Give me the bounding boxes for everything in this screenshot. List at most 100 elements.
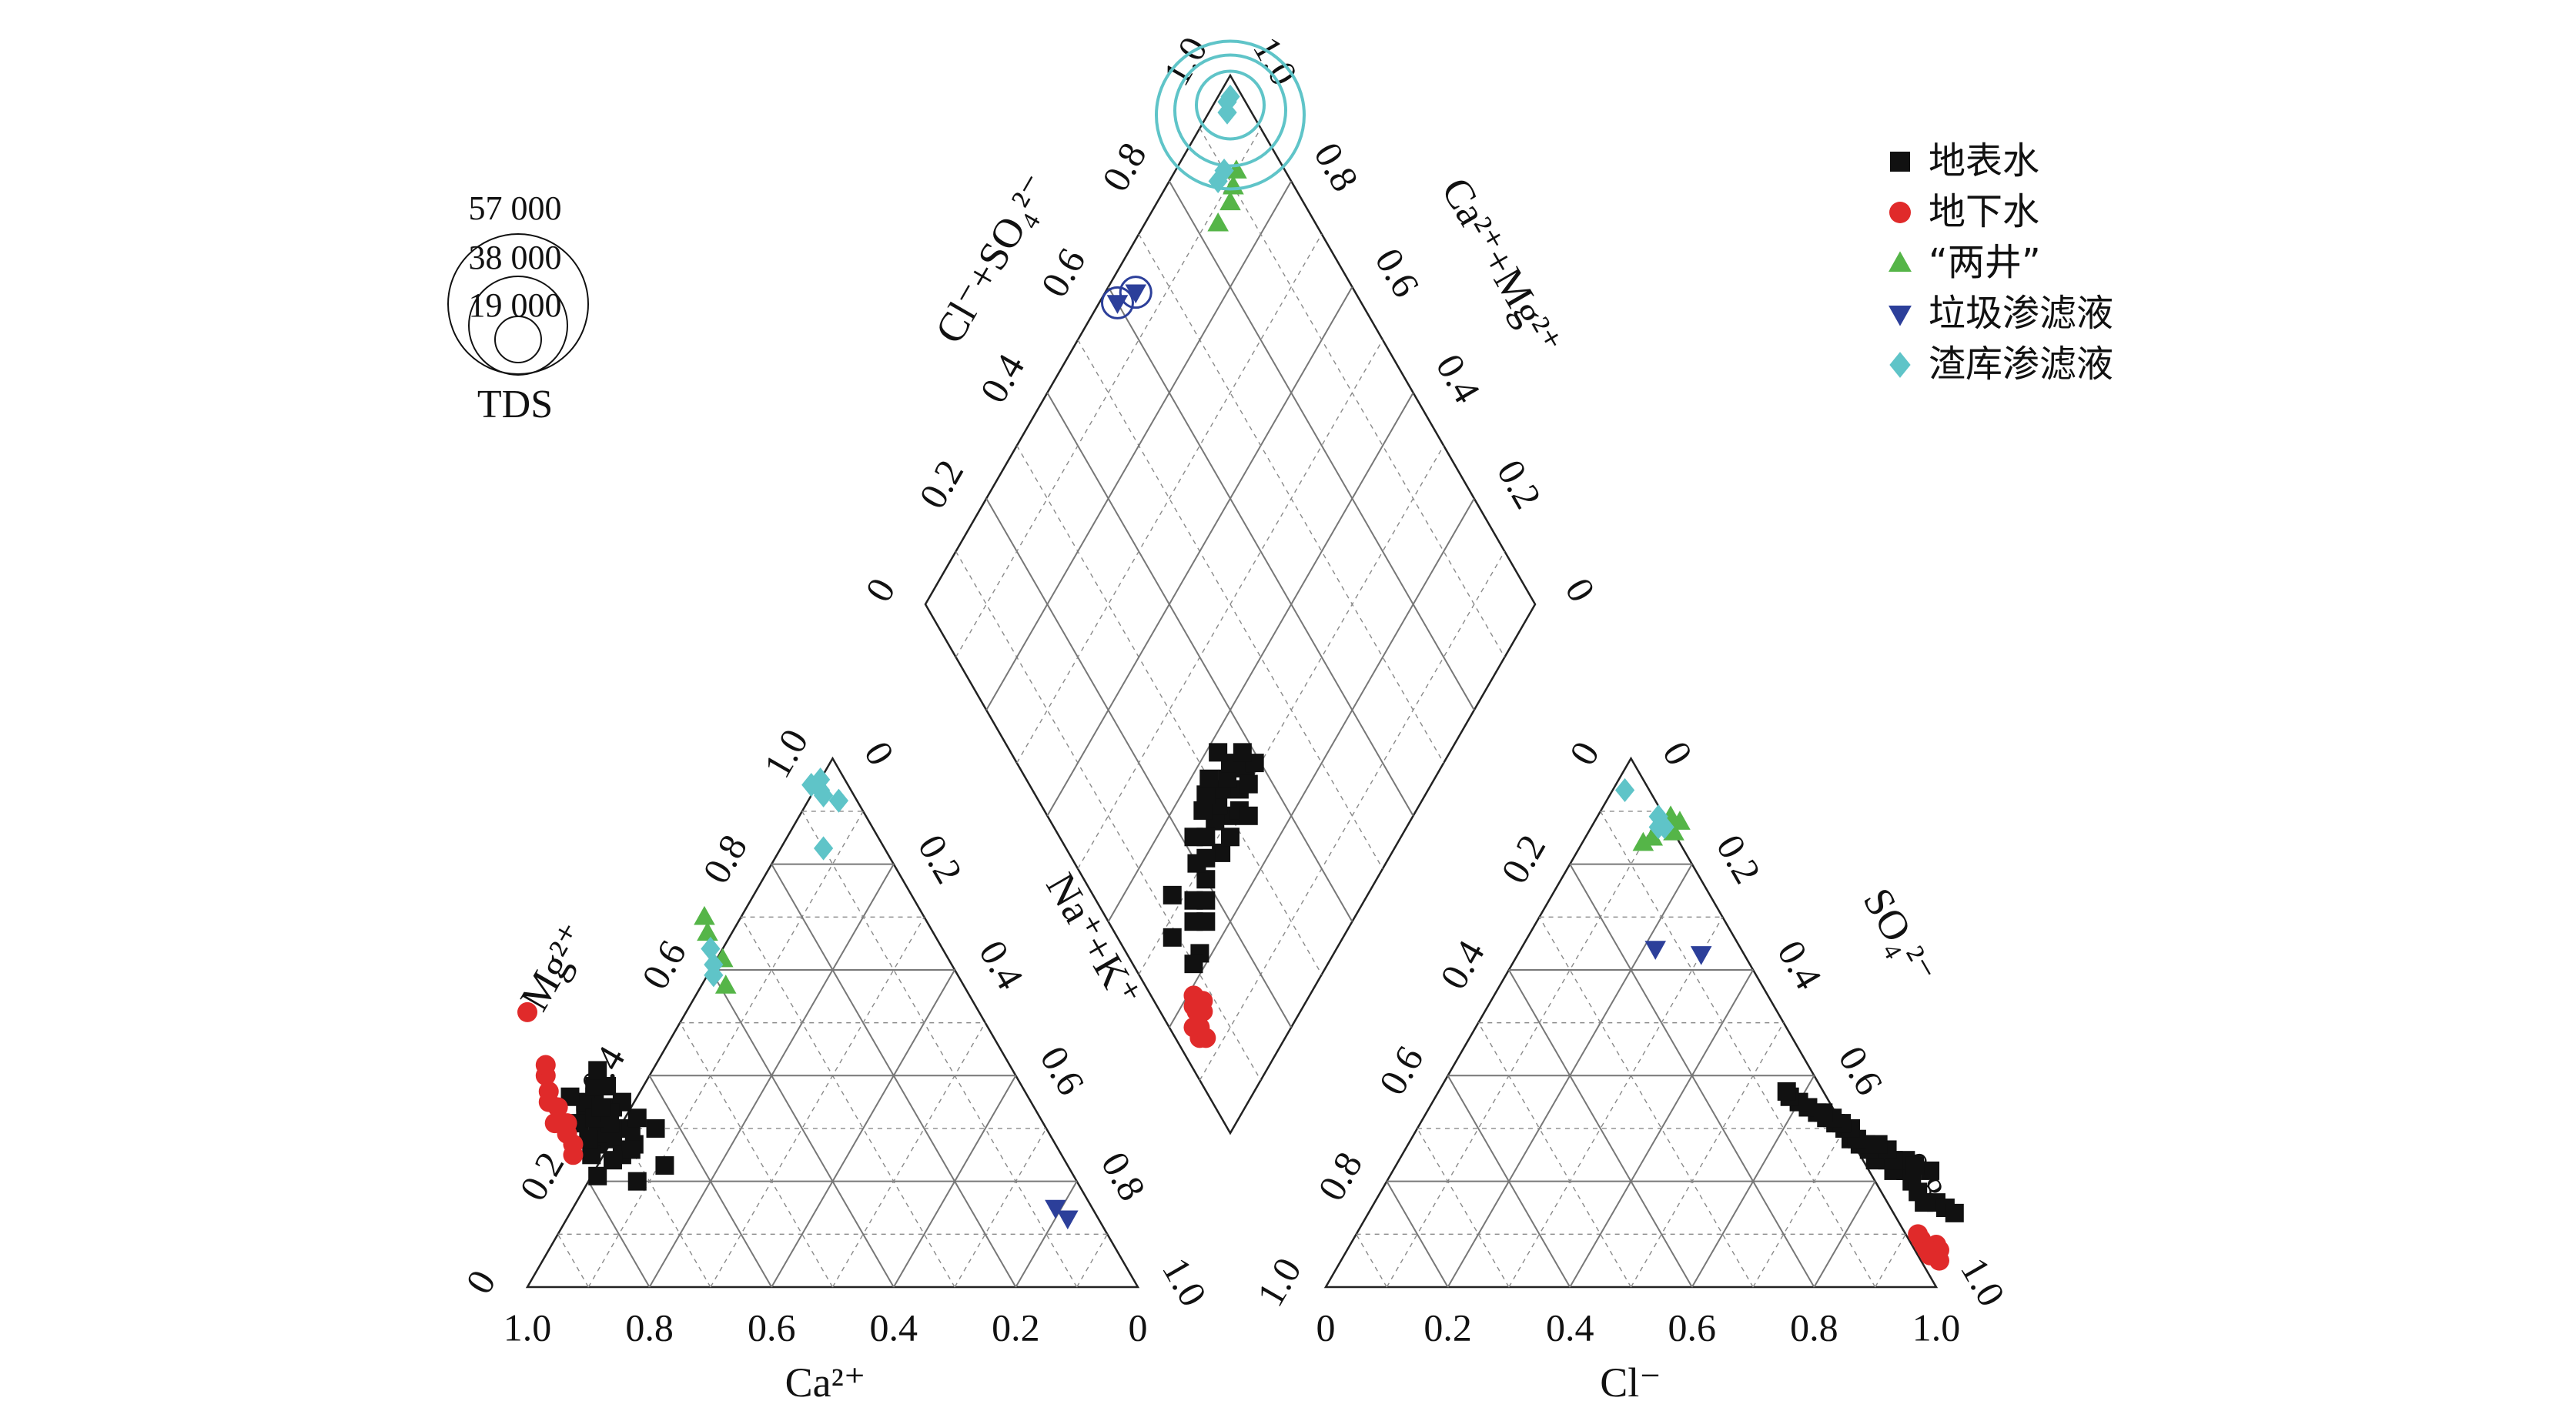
anion-bottom-tick-label: 0 bbox=[1316, 1306, 1336, 1349]
diamond-right-tick-label: 0.4 bbox=[1428, 346, 1490, 410]
legend-label-ground: 地下水 bbox=[1929, 190, 2039, 233]
anion-frame bbox=[1323, 756, 1939, 1289]
cation-point-wells bbox=[697, 921, 718, 941]
diamond-point-surface bbox=[1196, 785, 1216, 804]
anion-gridline bbox=[1447, 1075, 1571, 1288]
anion-point-slag bbox=[1614, 777, 1635, 803]
anion-gridline bbox=[1356, 1233, 1387, 1288]
cation-gridline bbox=[1076, 1233, 1108, 1288]
anion-left-tick-label: 0.2 bbox=[1493, 828, 1554, 891]
anion-left-tick-label: 1.0 bbox=[1248, 1250, 1310, 1313]
diamond-point-landfill bbox=[1125, 284, 1147, 304]
diamond-point-wells bbox=[1207, 212, 1229, 232]
cation-gridline bbox=[954, 1128, 1047, 1288]
cation-point-slag bbox=[828, 788, 849, 813]
anion-bottom-tick-label: 0.8 bbox=[1790, 1306, 1838, 1349]
cation-point-surface bbox=[588, 1061, 607, 1080]
diamond-gridline bbox=[1077, 339, 1383, 869]
diamond-tds-ring-slag bbox=[1195, 69, 1266, 141]
diamond-point-surface bbox=[1218, 769, 1237, 788]
diamond-point-surface bbox=[1187, 854, 1206, 873]
legend-item-landfill: 垃圾渗滤液 bbox=[1889, 292, 2113, 335]
data-points bbox=[517, 39, 1964, 1271]
cation-gridline bbox=[679, 1022, 834, 1288]
diamond-left-tick-label: 0.2 bbox=[911, 453, 972, 516]
legend-marker-surface bbox=[1890, 152, 1910, 172]
diamond-point-surface bbox=[1163, 885, 1182, 904]
anion-bottom-tick-label: 0.4 bbox=[1546, 1306, 1594, 1349]
diamond-point-slag bbox=[1217, 89, 1237, 114]
legend-marker-slag bbox=[1889, 352, 1911, 378]
cation-right-label: Na⁺+K⁺ bbox=[1037, 865, 1150, 1015]
anion-xlabel: Cl⁻ bbox=[1600, 1359, 1661, 1401]
cation-gridline bbox=[618, 1128, 711, 1288]
legend-item-wells: “两井” bbox=[1889, 241, 2041, 284]
tds-value-3: 19 000 bbox=[469, 286, 562, 324]
cation-left-tick-label: 0.6 bbox=[633, 933, 694, 996]
cation-right-tick-label: 0 bbox=[856, 734, 903, 773]
anion-gridline bbox=[1417, 1128, 1510, 1288]
cation-point-wells bbox=[694, 905, 715, 925]
anion-bottom-tick-label: 1.0 bbox=[1912, 1306, 1961, 1349]
anion-point-landfill bbox=[1690, 946, 1712, 965]
diamond-frame bbox=[924, 73, 1537, 1135]
grid-layer bbox=[525, 73, 1939, 1289]
diamond-gridline bbox=[985, 180, 1293, 711]
anion-right-tick-label: 0.4 bbox=[1769, 933, 1831, 996]
tds-circle-small bbox=[494, 316, 542, 363]
diamond-point-surface bbox=[1199, 769, 1219, 788]
diamond-right-tick-label: 0.2 bbox=[1489, 453, 1551, 516]
cation-left-tick-label: 0.8 bbox=[694, 828, 756, 891]
anion-left-tick-label: 0.4 bbox=[1431, 933, 1493, 996]
cation-gridline bbox=[587, 1181, 651, 1288]
tick-labels: 1.00.80.60.40.2000.20.40.60.81.000.20.40… bbox=[457, 29, 2014, 1349]
diamond-right-label: Ca²⁺+Mg²⁺ bbox=[1433, 170, 1571, 363]
diamond-point-surface bbox=[1184, 828, 1203, 847]
anion-point-surface bbox=[1814, 1103, 1833, 1122]
cation-point-surface bbox=[588, 1166, 607, 1185]
anion-right-tick-label: 1.0 bbox=[1952, 1250, 2014, 1313]
anion-bottom-tick-label: 0.2 bbox=[1423, 1306, 1472, 1349]
cation-point-surface bbox=[646, 1118, 665, 1138]
anion-bottom-tick-label: 0.6 bbox=[1668, 1306, 1717, 1349]
diamond-gridline bbox=[1016, 233, 1323, 764]
diamond-gridline bbox=[1046, 286, 1353, 817]
cation-point-slag bbox=[811, 777, 831, 803]
anion-gridline bbox=[1630, 1022, 1785, 1288]
anion-left-tick-label: 0.6 bbox=[1370, 1038, 1432, 1102]
diamond-tds-ring-landfill bbox=[1100, 286, 1134, 319]
cation-gridline bbox=[710, 916, 925, 1288]
diamond-point-surface bbox=[1221, 828, 1239, 847]
cation-bottom-tick-label: 0.2 bbox=[992, 1306, 1040, 1349]
diamond-point-surface bbox=[1239, 806, 1258, 825]
tds-label: TDS bbox=[477, 383, 553, 426]
cation-point-surface bbox=[604, 1151, 623, 1170]
legend-label-surface: 地表水 bbox=[1929, 139, 2039, 182]
diamond-gridline bbox=[1168, 498, 1475, 1028]
cation-gridline bbox=[1015, 1181, 1078, 1288]
anion-point-ground bbox=[1929, 1250, 1949, 1271]
diamond-left-tick-label: 0.4 bbox=[972, 346, 1033, 410]
diamond-right-tick-label: 0 bbox=[1557, 570, 1604, 609]
diamond-point-surface bbox=[1184, 912, 1203, 931]
cation-left-tick-label: 0.2 bbox=[511, 1145, 573, 1208]
cation-bottom-tick-label: 0 bbox=[1129, 1306, 1148, 1349]
cation-xlabel: Ca²⁺ bbox=[785, 1359, 866, 1401]
anion-gridline bbox=[1508, 916, 1724, 1288]
diamond-point-surface bbox=[1163, 928, 1182, 947]
anion-point-ground bbox=[1908, 1224, 1929, 1245]
cation-gridline bbox=[648, 1075, 773, 1288]
anion-point-landfill bbox=[1644, 941, 1667, 960]
diamond-point-surface bbox=[1209, 743, 1228, 762]
cation-point-landfill bbox=[1045, 1199, 1066, 1219]
cation-left-tick-label: 0 bbox=[457, 1262, 504, 1301]
cation-point-landfill bbox=[1057, 1210, 1079, 1230]
anion-left-tick-label: 0.8 bbox=[1310, 1145, 1371, 1208]
anion-gridline bbox=[1538, 916, 1754, 1288]
cation-point-slag bbox=[814, 836, 834, 861]
diamond-gridline bbox=[1016, 445, 1323, 975]
cation-bottom-tick-label: 0.4 bbox=[870, 1306, 918, 1349]
diamond-left-tick-label: 0.6 bbox=[1032, 241, 1094, 304]
anion-right-tick-label: 0.6 bbox=[1830, 1038, 1892, 1102]
diamond-left-tick-label: 0 bbox=[857, 570, 904, 609]
